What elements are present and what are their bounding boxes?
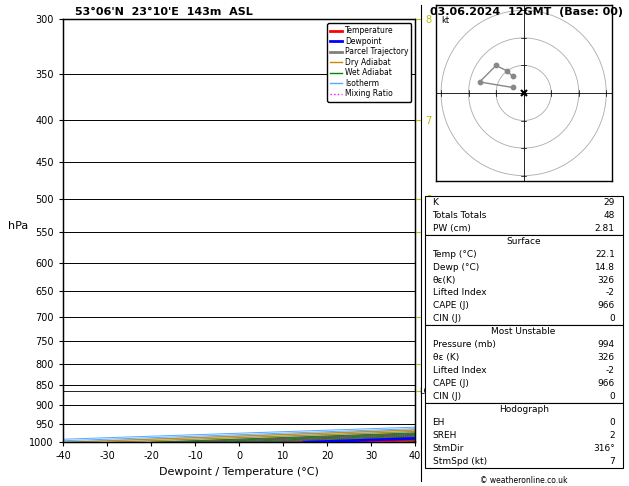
Bar [425, 196, 623, 235]
Text: PW (cm): PW (cm) [433, 224, 470, 233]
Text: 994: 994 [598, 340, 615, 349]
Bar [425, 326, 623, 403]
Text: 0: 0 [609, 392, 615, 401]
Text: 7: 7 [609, 457, 615, 466]
Text: -2: -2 [606, 366, 615, 375]
Text: 2.81: 2.81 [595, 224, 615, 233]
Text: CAPE (J): CAPE (J) [433, 301, 469, 311]
Point [508, 72, 518, 80]
Text: StmDir: StmDir [433, 444, 464, 453]
Legend: Temperature, Dewpoint, Parcel Trajectory, Dry Adiabat, Wet Adiabat, Isotherm, Mi: Temperature, Dewpoint, Parcel Trajectory… [327, 23, 411, 102]
Text: SREH: SREH [433, 431, 457, 440]
Text: 326: 326 [598, 276, 615, 284]
Point [491, 62, 501, 69]
Text: Surface: Surface [506, 237, 541, 245]
Text: 14.8: 14.8 [595, 262, 615, 272]
Text: θε (K): θε (K) [433, 353, 459, 363]
Text: K: K [433, 198, 438, 207]
Y-axis label: km
ASL: km ASL [439, 220, 458, 242]
Text: StmSpd (kt): StmSpd (kt) [433, 457, 487, 466]
Text: 316°: 316° [593, 444, 615, 453]
Text: 2: 2 [609, 431, 615, 440]
Text: 03.06.2024  12GMT  (Base: 00): 03.06.2024 12GMT (Base: 00) [430, 7, 623, 17]
Text: -2: -2 [606, 289, 615, 297]
X-axis label: Dewpoint / Temperature (°C): Dewpoint / Temperature (°C) [159, 467, 319, 477]
Bar [425, 403, 623, 468]
Text: 48: 48 [603, 210, 615, 220]
Text: Totals Totals: Totals Totals [433, 210, 487, 220]
Text: Temp (°C): Temp (°C) [433, 249, 477, 259]
Text: 0: 0 [609, 314, 615, 324]
Point [502, 67, 512, 75]
Text: 53°06'N  23°10'E  143m  ASL: 53°06'N 23°10'E 143m ASL [75, 7, 253, 17]
Text: 966: 966 [598, 301, 615, 311]
Text: EH: EH [433, 418, 445, 427]
Text: CIN (J): CIN (J) [433, 314, 460, 324]
Y-axis label: hPa: hPa [8, 221, 28, 231]
Text: Pressure (mb): Pressure (mb) [433, 340, 496, 349]
Text: kt: kt [441, 16, 449, 25]
Text: CAPE (J): CAPE (J) [433, 379, 469, 388]
Text: LCL: LCL [420, 387, 435, 396]
Text: Hodograph: Hodograph [499, 405, 548, 414]
Text: CIN (J): CIN (J) [433, 392, 460, 401]
Point [474, 78, 484, 86]
Text: 326: 326 [598, 353, 615, 363]
Text: Most Unstable: Most Unstable [491, 328, 556, 336]
Point [508, 84, 518, 91]
Bar [425, 235, 623, 326]
Text: 22.1: 22.1 [595, 249, 615, 259]
Text: © weatheronline.co.uk: © weatheronline.co.uk [480, 476, 567, 485]
Text: 0: 0 [609, 418, 615, 427]
Text: Lifted Index: Lifted Index [433, 289, 486, 297]
Text: Lifted Index: Lifted Index [433, 366, 486, 375]
Text: 966: 966 [598, 379, 615, 388]
Text: Dewp (°C): Dewp (°C) [433, 262, 479, 272]
Text: 29: 29 [603, 198, 615, 207]
Text: θε(K): θε(K) [433, 276, 456, 284]
